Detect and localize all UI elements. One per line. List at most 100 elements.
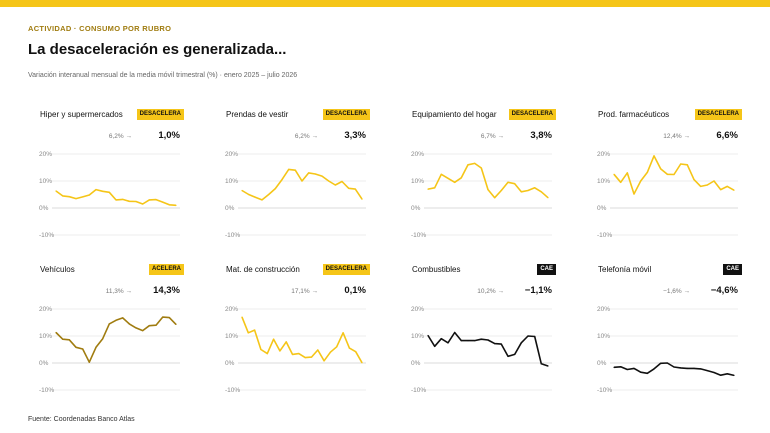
data-point xyxy=(427,334,429,337)
data-point xyxy=(82,196,84,198)
data-point xyxy=(355,351,357,353)
data-point xyxy=(168,317,170,319)
data-point xyxy=(102,338,104,340)
data-point xyxy=(646,171,648,173)
data-point xyxy=(266,353,268,355)
data-point xyxy=(348,347,350,349)
data-point xyxy=(514,183,516,185)
y-tick-label: 20% xyxy=(225,306,238,313)
data-point xyxy=(62,195,64,197)
chart-panel: Equipamiento del hogar DESACELERA 6,7% → 3,… xyxy=(400,96,560,244)
data-point xyxy=(720,374,722,376)
data-point xyxy=(447,342,449,344)
data-point xyxy=(520,342,522,344)
data-point xyxy=(494,343,496,345)
data-point xyxy=(323,360,325,362)
data-point xyxy=(733,374,735,376)
data-point xyxy=(653,155,655,157)
data-point xyxy=(454,181,456,183)
data-point xyxy=(301,180,303,182)
data-point xyxy=(274,188,276,190)
page-title: La desaceleración es generalizada... xyxy=(28,41,287,58)
data-point xyxy=(540,363,542,365)
y-tick-label: -10% xyxy=(39,387,54,393)
y-tick-label: 0% xyxy=(225,205,235,212)
series-line xyxy=(241,316,363,364)
data-point xyxy=(507,181,509,183)
data-point xyxy=(440,173,442,175)
data-point xyxy=(135,327,137,329)
data-point xyxy=(673,173,675,176)
data-point xyxy=(102,190,104,192)
y-tick-label: 10% xyxy=(411,178,424,185)
panel-title: Prendas de vestir xyxy=(226,110,289,119)
line-chart: 20% 10% 0% -10% xyxy=(39,151,180,238)
chart-panel: Prod. farmacéuticos DESACELERA 12,4% → 6,6%… xyxy=(586,96,746,244)
panel-title: Telefonía móvil xyxy=(598,265,652,274)
data-point xyxy=(454,331,456,334)
data-point xyxy=(155,199,157,201)
data-point xyxy=(328,180,330,182)
current-value-label: −1,1% xyxy=(524,285,552,296)
data-point xyxy=(68,196,70,198)
data-point xyxy=(520,191,522,193)
data-point xyxy=(706,184,708,186)
series-line xyxy=(55,316,177,363)
data-point xyxy=(298,353,300,355)
y-tick-label: -10% xyxy=(411,232,426,238)
y-tick-label: 20% xyxy=(411,306,424,313)
current-value-label: 3,8% xyxy=(530,130,552,141)
page-subtitle: Variación interanual mensual de la media… xyxy=(28,72,298,79)
chart-panel: Mat. de construcción DESACELERA 17,1% → 0,1… xyxy=(214,251,374,399)
data-point xyxy=(460,340,462,342)
data-point xyxy=(653,368,655,370)
data-point xyxy=(254,329,256,331)
data-point xyxy=(254,196,256,198)
data-point xyxy=(434,187,436,189)
data-point xyxy=(440,338,442,340)
current-value-label: 3,3% xyxy=(344,130,366,141)
previous-value-label: 6,7% → xyxy=(480,133,504,140)
y-tick-label: 20% xyxy=(39,151,52,158)
data-point xyxy=(447,177,449,179)
data-point xyxy=(613,173,615,175)
data-point xyxy=(480,167,482,169)
data-point xyxy=(317,349,319,351)
data-point xyxy=(122,198,124,200)
data-point xyxy=(175,204,177,206)
current-value-label: 14,3% xyxy=(153,285,180,296)
data-point xyxy=(247,332,249,334)
data-point xyxy=(162,201,164,203)
y-tick-label: 10% xyxy=(597,178,610,185)
data-point xyxy=(500,343,502,345)
data-point xyxy=(487,339,489,341)
data-point xyxy=(308,172,310,174)
data-point xyxy=(75,346,77,348)
current-value-label: 6,6% xyxy=(716,130,738,141)
y-tick-label: -10% xyxy=(597,387,612,393)
data-point xyxy=(336,346,338,348)
data-point xyxy=(660,362,662,364)
trend-badge: DESACELERA xyxy=(694,109,742,120)
data-point xyxy=(547,197,549,199)
current-value-label: 0,1% xyxy=(344,285,366,296)
data-point xyxy=(291,353,294,355)
data-point xyxy=(467,164,469,166)
y-tick-label: 20% xyxy=(597,151,610,158)
trend-badge: DESACELERA xyxy=(136,109,184,120)
data-point xyxy=(660,168,662,170)
previous-value-label: 17,1% → xyxy=(291,288,318,295)
data-point xyxy=(294,169,296,171)
data-point xyxy=(361,198,363,200)
y-tick-label: 10% xyxy=(411,333,424,340)
data-point xyxy=(640,180,642,182)
chart-panel: Telefonía móvil CAE −1,6% → −4,6% 20% 10% 0% -1… xyxy=(586,251,746,399)
top-accent-bar xyxy=(0,0,770,7)
data-point xyxy=(55,190,57,192)
data-point xyxy=(626,368,628,371)
y-tick-label: 0% xyxy=(225,360,235,367)
y-tick-label: 20% xyxy=(39,306,52,313)
data-point xyxy=(88,194,90,196)
trend-badge: DESACELERA xyxy=(322,264,370,275)
data-point xyxy=(304,357,306,359)
